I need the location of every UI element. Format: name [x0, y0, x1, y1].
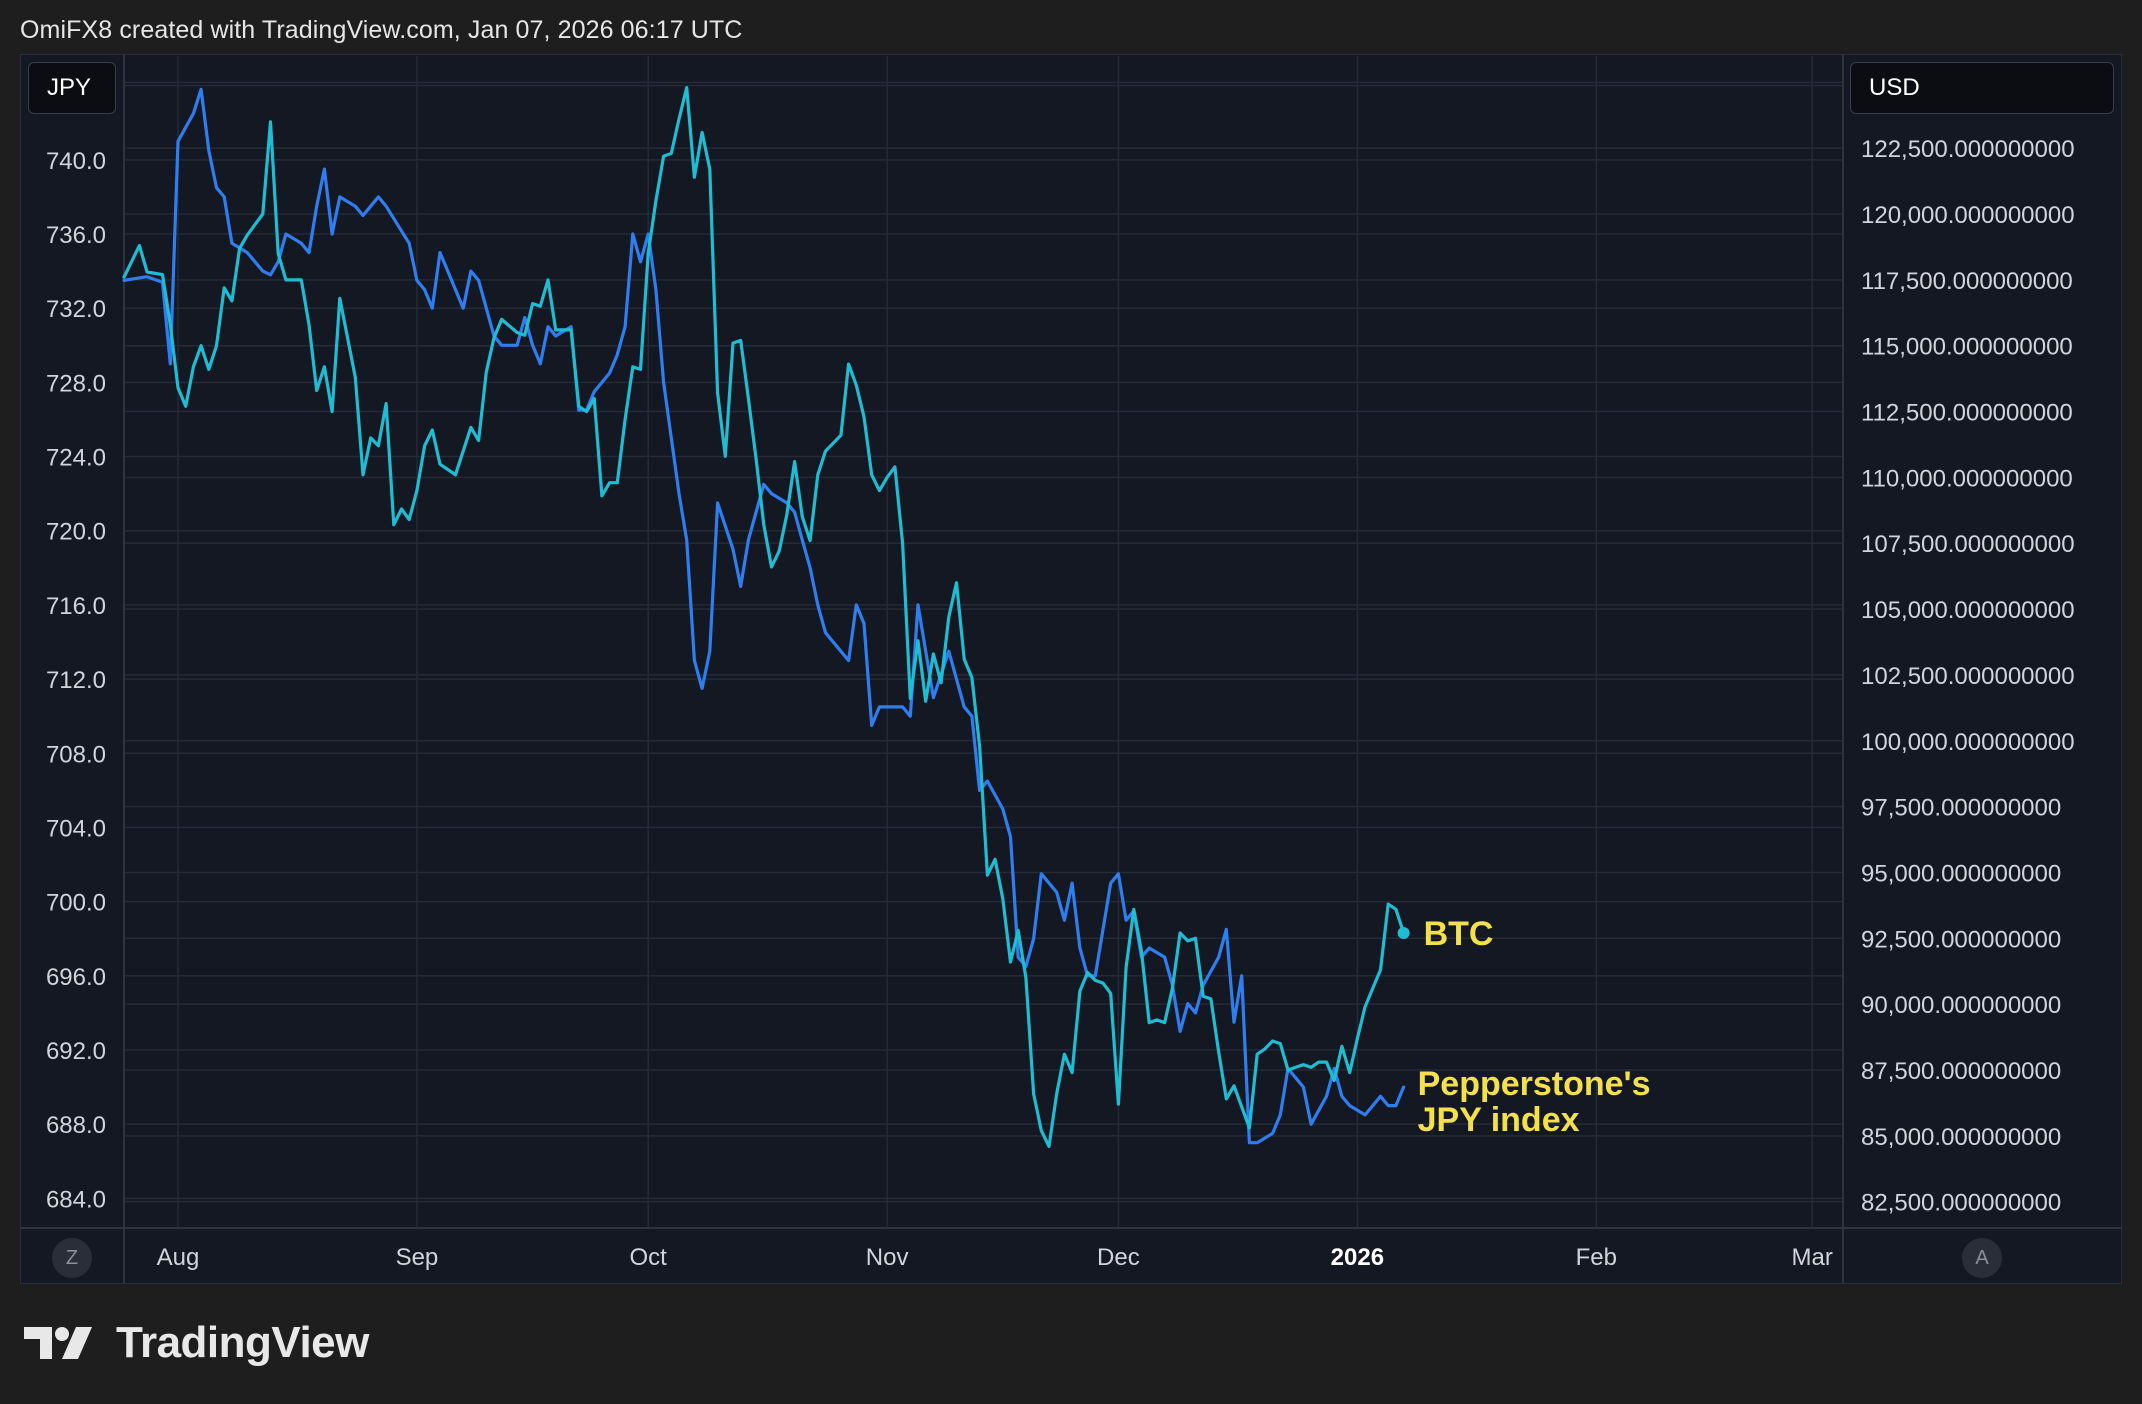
- axis-separators: [20, 54, 2122, 1283]
- time-tick-label: Aug: [157, 1244, 200, 1271]
- right-tick-label: 97,500.000000000: [1861, 795, 2061, 822]
- time-tick-label: Mar: [1791, 1244, 1832, 1271]
- right-tick-label: 107,500.000000000: [1861, 531, 2075, 558]
- right-axis-unit[interactable]: USD: [1850, 62, 2114, 114]
- left-tick-label: 740.0: [46, 148, 106, 175]
- chart-credit: OmiFX8 created with TradingView.com, Jan…: [20, 16, 743, 44]
- btc-last-point: [1397, 927, 1410, 940]
- left-tick-label: 704.0: [46, 815, 106, 842]
- right-tick-label: 122,500.000000000: [1861, 136, 2075, 163]
- right-tick-label: 87,500.000000000: [1861, 1058, 2061, 1085]
- left-tick-label: 684.0: [46, 1186, 106, 1213]
- right-tick-label: 85,000.000000000: [1861, 1124, 2061, 1151]
- right-tick-label: 115,000.000000000: [1861, 334, 2073, 361]
- right-tick-label: 100,000.000000000: [1861, 729, 2075, 756]
- time-tick-label: Nov: [866, 1244, 909, 1271]
- right-tick-label: 82,500.000000000: [1861, 1190, 2061, 1217]
- right-tick-label: 120,000.000000000: [1861, 202, 2075, 229]
- time-tick-label: 2026: [1331, 1244, 1384, 1271]
- left-tick-label: 720.0: [46, 519, 106, 546]
- tradingview-wordmark: TradingView: [116, 1318, 369, 1367]
- left-tick-label: 696.0: [46, 964, 106, 991]
- time-tick-label: Dec: [1097, 1244, 1140, 1271]
- zoom-button[interactable]: Z: [52, 1238, 92, 1278]
- right-tick-label: 112,500.000000000: [1861, 400, 2073, 427]
- left-tick-label: 708.0: [46, 741, 106, 768]
- left-tick-label: 724.0: [46, 445, 106, 472]
- right-tick-label: 110,000.000000000: [1861, 465, 2073, 492]
- right-tick-label: 90,000.000000000: [1861, 992, 2061, 1019]
- jpy-index-label: JPY index: [1418, 1101, 1580, 1139]
- left-tick-label: 712.0: [46, 667, 106, 694]
- chart-grid: [124, 56, 1843, 1228]
- right-tick-label: 92,500.000000000: [1861, 926, 2061, 953]
- price-chart[interactable]: 744.0740.0736.0732.0728.0724.0720.0716.0…: [0, 0, 2142, 1300]
- jpy-index-label: Pepperstone's: [1418, 1065, 1651, 1103]
- left-axis-ticks: 744.0740.0736.0732.0728.0724.0720.0716.0…: [46, 74, 106, 1214]
- btc-label: BTC: [1424, 915, 1494, 953]
- left-tick-label: 736.0: [46, 222, 106, 249]
- left-tick-label: 732.0: [46, 296, 106, 323]
- chart-panel[interactable]: [20, 54, 2122, 1284]
- left-tick-label: 700.0: [46, 890, 106, 917]
- left-tick-label: 692.0: [46, 1038, 106, 1065]
- right-tick-label: 102,500.000000000: [1861, 663, 2075, 690]
- right-tick-label: 95,000.000000000: [1861, 860, 2061, 887]
- right-tick-label: 117,500.000000000: [1861, 268, 2073, 295]
- left-tick-label: 688.0: [46, 1112, 106, 1139]
- left-axis-unit[interactable]: JPY: [28, 62, 116, 114]
- tradingview-logo-icon: [24, 1327, 92, 1359]
- time-axis-ticks: Aug Sep Oct Nov Dec 2026 Feb Mar: [157, 1244, 1833, 1271]
- series-line-jpy-index[interactable]: [122, 87, 1406, 1145]
- tradingview-brand: TradingView: [22, 1318, 369, 1368]
- series-layer: [122, 85, 1410, 1149]
- left-tick-label: 728.0: [46, 370, 106, 397]
- time-tick-label: Sep: [396, 1244, 439, 1271]
- right-tick-label: 105,000.000000000: [1861, 597, 2075, 624]
- auto-scale-button[interactable]: A: [1962, 1238, 2002, 1278]
- series-line-btc[interactable]: [122, 85, 1406, 1149]
- right-axis-ticks: 125,000.000000000122,500.000000000120,00…: [1861, 70, 2075, 1216]
- time-tick-label: Oct: [630, 1244, 668, 1271]
- left-tick-label: 716.0: [46, 593, 106, 620]
- time-tick-label: Feb: [1576, 1244, 1617, 1271]
